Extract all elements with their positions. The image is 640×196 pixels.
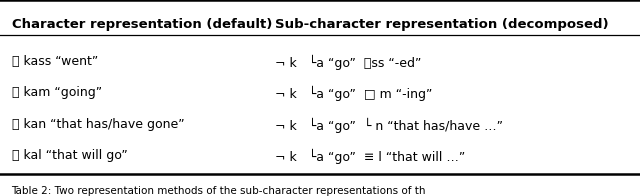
Text: 갔 kass “went”: 갔 kass “went” — [12, 55, 98, 68]
Text: Character representation (default): Character representation (default) — [12, 18, 272, 31]
Text: 간 kan “that has/have gone”: 간 kan “that has/have gone” — [12, 118, 184, 131]
Text: 감 kam “going”: 감 kam “going” — [12, 86, 102, 99]
Text: Sub-character representation (decomposed): Sub-character representation (decomposed… — [275, 18, 609, 31]
Text: ¬ k   └a “go”  □ m “-ing”: ¬ k └a “go” □ m “-ing” — [275, 86, 433, 101]
Text: ¬ k   └a “go”  「ss “-ed”: ¬ k └a “go” 「ss “-ed” — [275, 55, 422, 70]
Text: 갈 kal “that will go”: 갈 kal “that will go” — [12, 149, 127, 162]
Text: ¬ k   └a “go”  └ n “that has/have …”: ¬ k └a “go” └ n “that has/have …” — [275, 118, 503, 133]
Text: ¬ k   └a “go”  ≡ l “that will …”: ¬ k └a “go” ≡ l “that will …” — [275, 149, 465, 164]
Text: Table 2: Two representation methods of the sub-character representations of th: Table 2: Two representation methods of t… — [12, 186, 426, 196]
